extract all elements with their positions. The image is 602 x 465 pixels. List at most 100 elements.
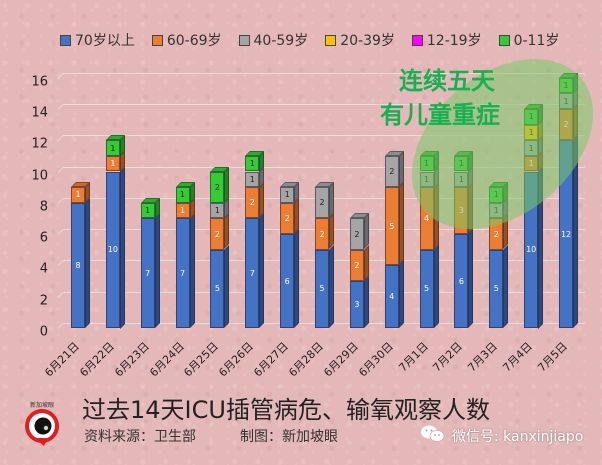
bar-segment-side xyxy=(573,135,579,328)
bar-segment: 3 xyxy=(349,281,364,328)
segment-value-label: 1 xyxy=(528,112,534,122)
bar-segment: 2 xyxy=(315,218,330,250)
bar-segment: 1 xyxy=(454,171,469,188)
segment-value-label: 5 xyxy=(319,284,325,294)
made-by: 制图：新加坡眼 xyxy=(240,429,338,445)
bar-segment-side xyxy=(329,213,335,250)
legend-item-70plus: 70岁以上 xyxy=(60,30,135,50)
gridline xyxy=(63,72,585,74)
segment-value-label: 2 xyxy=(354,260,360,270)
segment-value-label: 5 xyxy=(389,221,395,231)
svg-text:新加坡眼: 新加坡眼 xyxy=(30,401,54,409)
bar-segment: 5 xyxy=(210,249,225,328)
segment-value-label: 5 xyxy=(424,284,430,294)
bar-segment-side xyxy=(224,166,230,203)
bar-segment: 10 xyxy=(105,171,120,328)
bar-segment: 2 xyxy=(210,171,225,203)
segment-value-label: 1 xyxy=(528,127,534,137)
bar-segment: 6 xyxy=(280,234,295,328)
segment-value-label: 1 xyxy=(110,159,116,169)
bar-segment-side xyxy=(398,260,404,328)
bar-segment-side xyxy=(363,244,369,282)
bar-segment-side xyxy=(224,213,230,250)
segment-value-label: 1 xyxy=(528,143,534,153)
segment-value-label: 3 xyxy=(458,206,464,216)
segment-value-label: 2 xyxy=(214,182,220,192)
segment-value-label: 1 xyxy=(249,159,255,169)
bar-segment: 1 xyxy=(524,140,539,156)
segment-value-label: 1 xyxy=(458,159,464,169)
bar-segment-side xyxy=(398,150,404,188)
segment-value-label: 1 xyxy=(284,190,290,200)
segment-value-label: 1 xyxy=(528,159,534,169)
bar-segment: 5 xyxy=(315,249,330,328)
segment-value-label: 1 xyxy=(214,206,220,216)
bar-segment: 7 xyxy=(245,218,260,328)
bar-segment: 1 xyxy=(105,140,120,156)
bar-segment-side xyxy=(503,213,509,250)
y-axis-tick-label: 4 xyxy=(39,261,48,277)
segment-value-label: 1 xyxy=(458,174,464,184)
segment-value-label: 4 xyxy=(424,213,430,223)
bar-segment: 1 xyxy=(419,155,434,172)
segment-value-label: 8 xyxy=(75,260,81,270)
y-axis-tick-label: 8 xyxy=(39,199,48,215)
legend-swatch-icon xyxy=(60,34,71,46)
bar-segment: 1 xyxy=(524,124,539,141)
bar-segment: 1 xyxy=(280,187,295,203)
segment-value-label: 3 xyxy=(354,300,360,310)
callout-line-2: 有儿童重症 xyxy=(380,101,500,129)
segment-value-label: 2 xyxy=(354,229,360,239)
bar-segment: 2 xyxy=(559,108,574,141)
bar-segment: 10 xyxy=(524,171,539,328)
bar-segment: 1 xyxy=(489,202,504,219)
bar-segment: 3 xyxy=(454,187,469,235)
bar-segment-side xyxy=(224,244,230,328)
segment-value-label: 2 xyxy=(493,229,499,239)
bar-segment: 4 xyxy=(384,265,399,328)
segment-value-label: 1 xyxy=(493,206,499,216)
segment-value-label: 7 xyxy=(249,268,255,278)
legend-item-40-59: 40-59岁 xyxy=(238,30,308,50)
bar-segment: 7 xyxy=(175,218,190,328)
gridline-depth xyxy=(57,197,64,204)
legend-swatch-icon xyxy=(325,34,337,46)
bar-segment-side xyxy=(398,182,404,266)
segment-value-label: 1 xyxy=(75,190,81,200)
gridline xyxy=(63,135,585,137)
gridline-depth xyxy=(57,260,64,267)
segment-value-label: 2 xyxy=(389,166,395,176)
segment-value-label: 10 xyxy=(526,245,537,255)
y-axis-tick-label: 6 xyxy=(39,230,48,246)
bar-segment: 1 xyxy=(245,155,260,172)
segment-value-label: 6 xyxy=(458,276,464,286)
bar-segment: 12 xyxy=(559,140,574,328)
segment-value-label: 1 xyxy=(180,206,186,216)
segment-value-label: 1 xyxy=(424,174,430,184)
segment-value-label: 1 xyxy=(110,143,116,153)
bar-segment: 2 xyxy=(384,155,399,188)
segment-value-label: 2 xyxy=(284,213,290,223)
bar-segment-side xyxy=(259,213,265,328)
callout-text: 连续五天 有儿童重症 xyxy=(372,64,522,132)
segment-value-label: 1 xyxy=(424,159,430,169)
bar-segment: 1 xyxy=(524,155,539,172)
segment-value-label: 5 xyxy=(493,284,499,294)
bar-segment: 5 xyxy=(419,249,434,328)
bar-segment-side xyxy=(294,197,300,235)
bar-segment-side xyxy=(259,182,265,219)
segment-value-label: 1 xyxy=(249,174,255,184)
bar-segment: 2 xyxy=(280,202,295,235)
wechat-id: 微信号: kanxinjiapo xyxy=(420,425,583,447)
bar-segment-side xyxy=(468,182,474,235)
segment-value-label: 1 xyxy=(493,190,499,200)
bar-segment-side xyxy=(189,213,195,328)
bar-segment: 2 xyxy=(210,218,225,250)
wechat-icon xyxy=(420,425,446,447)
bar-segment: 1 xyxy=(524,108,539,125)
y-axis-tick-label: 2 xyxy=(39,293,48,309)
bar-segment: 2 xyxy=(315,187,330,219)
segment-value-label: 1 xyxy=(180,190,186,200)
segment-value-label: 2 xyxy=(214,229,220,239)
segment-value-label: 2 xyxy=(319,198,325,208)
